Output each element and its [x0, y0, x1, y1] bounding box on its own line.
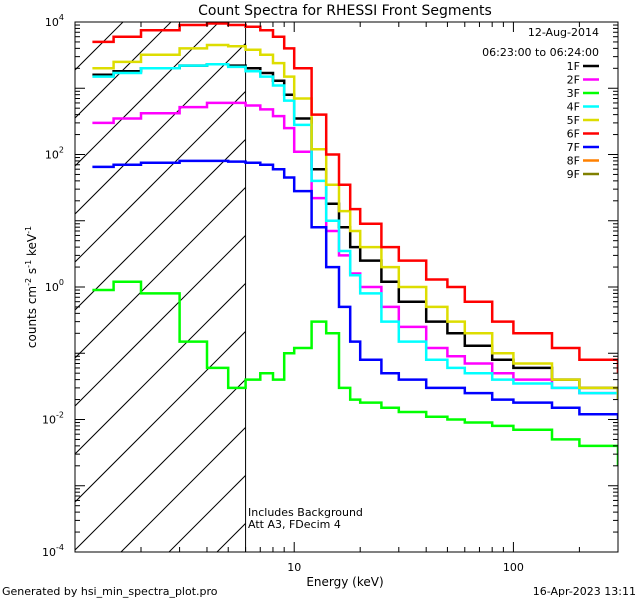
legend-label-2F: 2F	[567, 74, 580, 87]
hatch-line	[75, 282, 246, 455]
series-line-4F	[92, 63, 618, 400]
y-tick-exponent: -4	[56, 543, 64, 552]
x-tick-label: 10	[287, 561, 301, 574]
y-tick-exponent: 2	[59, 146, 64, 155]
y-tick-base: 10	[42, 414, 56, 427]
legend-label-6F: 6F	[567, 128, 580, 141]
hatch-line	[75, 234, 246, 407]
series-line-2F	[92, 101, 618, 400]
y-label-exp: -2	[24, 278, 33, 286]
y-label-part: counts cm	[25, 286, 39, 348]
hatched-region	[75, 22, 246, 552]
plot-frame	[74, 21, 619, 553]
hatch-line	[75, 330, 246, 503]
y-tick-label: 10-2	[42, 411, 64, 427]
legend-label-4F: 4F	[567, 101, 580, 114]
y-label-exp: -1	[24, 226, 33, 234]
footer-timestamp: 16-Apr-2023 13:11	[533, 585, 636, 598]
legend-label-5F: 5F	[567, 114, 580, 127]
legend-label-7F: 7F	[567, 141, 580, 154]
y-tick-exponent: 0	[59, 278, 64, 287]
hatch-line	[120, 426, 246, 552]
series-layer	[92, 22, 618, 466]
series-line-5F	[92, 43, 618, 400]
y-tick-label: 10-4	[42, 543, 64, 559]
chart-title: Count Spectra for RHESSI Front Segments	[198, 3, 492, 19]
y-tick-base: 10	[45, 16, 59, 29]
y-tick-label: 100	[45, 278, 64, 294]
x-tick-labels: 10 100	[287, 561, 524, 574]
x-tick-label: 100	[503, 561, 524, 574]
series-line-6F	[92, 22, 618, 374]
y-tick-base: 10	[45, 281, 59, 294]
hatch-line	[75, 378, 246, 551]
legend-label-8F: 8F	[567, 155, 580, 168]
series-line-3F	[92, 280, 618, 466]
hatch-line	[75, 42, 246, 215]
y-axis-label: counts cm-2 s-1 keV-1	[24, 226, 39, 348]
hatch-line	[75, 90, 246, 263]
y-tick-label: 104	[45, 13, 64, 29]
time-range-label: 06:23:00 to 06:24:00	[482, 46, 599, 59]
legend-label-1F: 1F	[567, 60, 580, 73]
annotation-attenuator: Att A3, FDecim 4	[248, 518, 341, 531]
y-label-part: s	[25, 268, 39, 278]
footer-generated-by: Generated by hsi_min_spectra_plot.pro	[2, 585, 218, 598]
hatch-line	[75, 138, 246, 311]
axis-ticks	[74, 21, 619, 553]
y-tick-exponent: 4	[59, 13, 64, 22]
hatch-line	[75, 186, 246, 359]
legend-label-9F: 9F	[567, 168, 580, 181]
annotation-background: Includes Background	[248, 506, 363, 519]
y-label-part: keV	[25, 233, 39, 260]
y-tick-label: 102	[45, 146, 64, 162]
legend-label-3F: 3F	[567, 87, 580, 100]
x-axis-label: Energy (keV)	[306, 575, 383, 589]
series-line-7F	[92, 159, 618, 420]
y-tick-base: 10	[42, 546, 56, 559]
hatch-line	[75, 22, 220, 167]
hatch-line	[75, 22, 172, 119]
y-tick-base: 10	[45, 149, 59, 162]
date-label: 12-Aug-2014	[528, 26, 599, 39]
y-label-exp: -1	[24, 260, 33, 268]
y-tick-exponent: -2	[56, 411, 64, 420]
